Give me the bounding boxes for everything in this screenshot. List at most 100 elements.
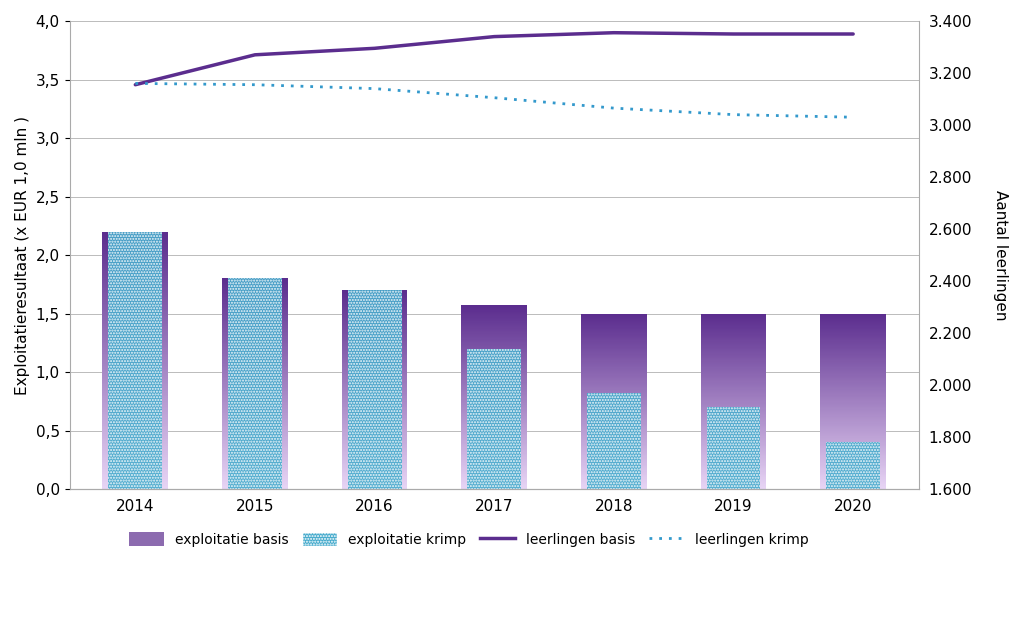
Bar — [222, 323, 287, 325]
Bar — [701, 364, 766, 365]
Bar — [342, 418, 407, 419]
Bar — [701, 360, 766, 362]
Bar — [461, 335, 527, 336]
Bar — [820, 317, 886, 318]
Bar — [102, 419, 168, 420]
Bar — [102, 481, 168, 482]
Bar — [222, 287, 287, 289]
Bar — [581, 434, 647, 435]
Bar — [581, 411, 647, 412]
Bar — [581, 475, 647, 476]
Bar — [461, 378, 527, 379]
Bar — [461, 385, 527, 386]
Bar — [461, 337, 527, 339]
Bar — [581, 485, 647, 486]
Bar — [102, 357, 168, 358]
Bar — [342, 310, 407, 311]
Bar — [222, 339, 287, 341]
Bar — [342, 297, 407, 298]
Bar — [701, 334, 766, 336]
Bar — [820, 399, 886, 400]
Bar — [222, 400, 287, 402]
Bar — [102, 455, 168, 457]
Bar — [581, 339, 647, 341]
Bar — [820, 315, 886, 316]
Bar — [102, 448, 168, 450]
Bar — [461, 445, 527, 446]
Bar — [102, 433, 168, 434]
Bar — [342, 468, 407, 469]
Bar — [701, 339, 766, 341]
Bar — [820, 379, 886, 380]
Bar — [581, 481, 647, 482]
Bar — [581, 360, 647, 362]
Bar — [701, 389, 766, 391]
Bar — [820, 441, 886, 442]
Bar — [581, 357, 647, 358]
Bar — [222, 344, 287, 346]
Bar — [701, 318, 766, 320]
Bar — [581, 431, 647, 432]
Bar — [581, 414, 647, 415]
Bar — [461, 316, 527, 318]
Bar — [820, 371, 886, 372]
Bar — [222, 378, 287, 379]
Bar — [342, 350, 407, 351]
Bar — [102, 367, 168, 369]
Bar — [342, 376, 407, 378]
Bar — [581, 452, 647, 453]
Bar — [342, 485, 407, 486]
Bar — [820, 452, 886, 453]
Bar — [581, 417, 647, 418]
Bar — [102, 369, 168, 371]
Bar — [222, 353, 287, 354]
Bar — [342, 388, 407, 389]
Bar — [461, 323, 527, 324]
Bar — [102, 453, 168, 455]
Bar — [581, 407, 647, 408]
Bar — [222, 419, 287, 420]
Bar — [701, 483, 766, 485]
Bar — [701, 381, 766, 383]
Bar — [222, 328, 287, 329]
Bar — [581, 432, 647, 433]
Bar — [461, 318, 527, 319]
Bar — [820, 387, 886, 389]
Bar — [701, 402, 766, 404]
Bar — [461, 329, 527, 330]
Bar — [461, 408, 527, 410]
Bar — [342, 451, 407, 452]
Bar — [461, 310, 527, 311]
Bar — [102, 295, 168, 297]
Bar — [581, 438, 647, 439]
Bar — [102, 405, 168, 407]
Bar — [222, 399, 287, 400]
Bar — [461, 423, 527, 424]
Bar — [461, 357, 527, 358]
Bar — [461, 487, 527, 488]
Bar — [581, 391, 647, 392]
Bar — [820, 442, 886, 444]
Bar — [701, 478, 766, 480]
Bar — [342, 358, 407, 359]
Bar — [222, 326, 287, 328]
Bar — [342, 439, 407, 440]
Bar — [581, 451, 647, 452]
Bar — [342, 431, 407, 432]
Bar — [461, 450, 527, 451]
Bar — [102, 468, 168, 470]
Bar — [461, 434, 527, 435]
Bar — [820, 318, 886, 320]
Bar — [461, 482, 527, 483]
Bar — [342, 410, 407, 411]
Bar — [222, 389, 287, 391]
Bar — [102, 266, 168, 268]
Bar — [461, 465, 527, 466]
Bar — [461, 468, 527, 470]
Bar — [222, 311, 287, 312]
Bar — [102, 465, 168, 467]
Bar — [701, 447, 766, 448]
Bar — [102, 235, 168, 237]
Bar — [102, 285, 168, 287]
Bar — [581, 325, 647, 326]
